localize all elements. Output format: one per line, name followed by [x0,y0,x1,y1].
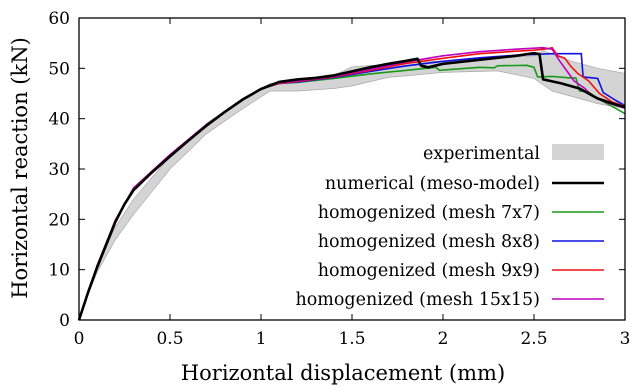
legend-label-mesh-7x7: homogenized (mesh 7x7) [318,203,540,223]
x-tick-label: 2 [438,329,449,349]
y-tick-labels: 0 10 20 30 40 50 60 [48,9,70,331]
legend: experimental numerical (meso-model) homo… [295,144,604,310]
x-tick-label: 0 [74,329,85,349]
legend-label-mesh-9x9: homogenized (mesh 9x9) [318,261,540,281]
legend-label-mesh-15x15: homogenized (mesh 15x15) [295,290,540,310]
series-line-numerical [77,51,626,321]
plot-area [77,17,626,321]
x-tick-label: 0.5 [156,329,183,349]
x-tick-label: 3 [620,329,630,349]
x-axis-title: Horizontal displacement (mm) [181,361,505,385]
x-tick-label: 1.5 [338,329,365,349]
x-tick-label: 2.5 [520,329,547,349]
y-axis-title: Horizontal reaction (kN) [8,37,32,299]
y-tick-label: 50 [48,59,70,79]
y-tick-label: 20 [48,210,70,230]
y-tick-label: 30 [48,160,70,180]
y-tick-label: 0 [59,311,70,331]
x-tick-labels: 0 0.5 1 1.5 2 2.5 3 [74,329,630,349]
legend-label-numerical: numerical (meso-model) [325,174,540,194]
y-tick-label: 40 [48,110,70,130]
legend-swatch-experimental [552,144,604,160]
y-tick-label: 60 [48,9,70,29]
legend-label-experimental: experimental [423,144,540,164]
tick-layer [78,17,626,321]
y-tick-label: 10 [48,261,70,281]
legend-label-mesh-8x8: homogenized (mesh 8x8) [318,232,540,252]
series-layer [77,46,626,321]
x-tick-label: 1 [256,329,267,349]
